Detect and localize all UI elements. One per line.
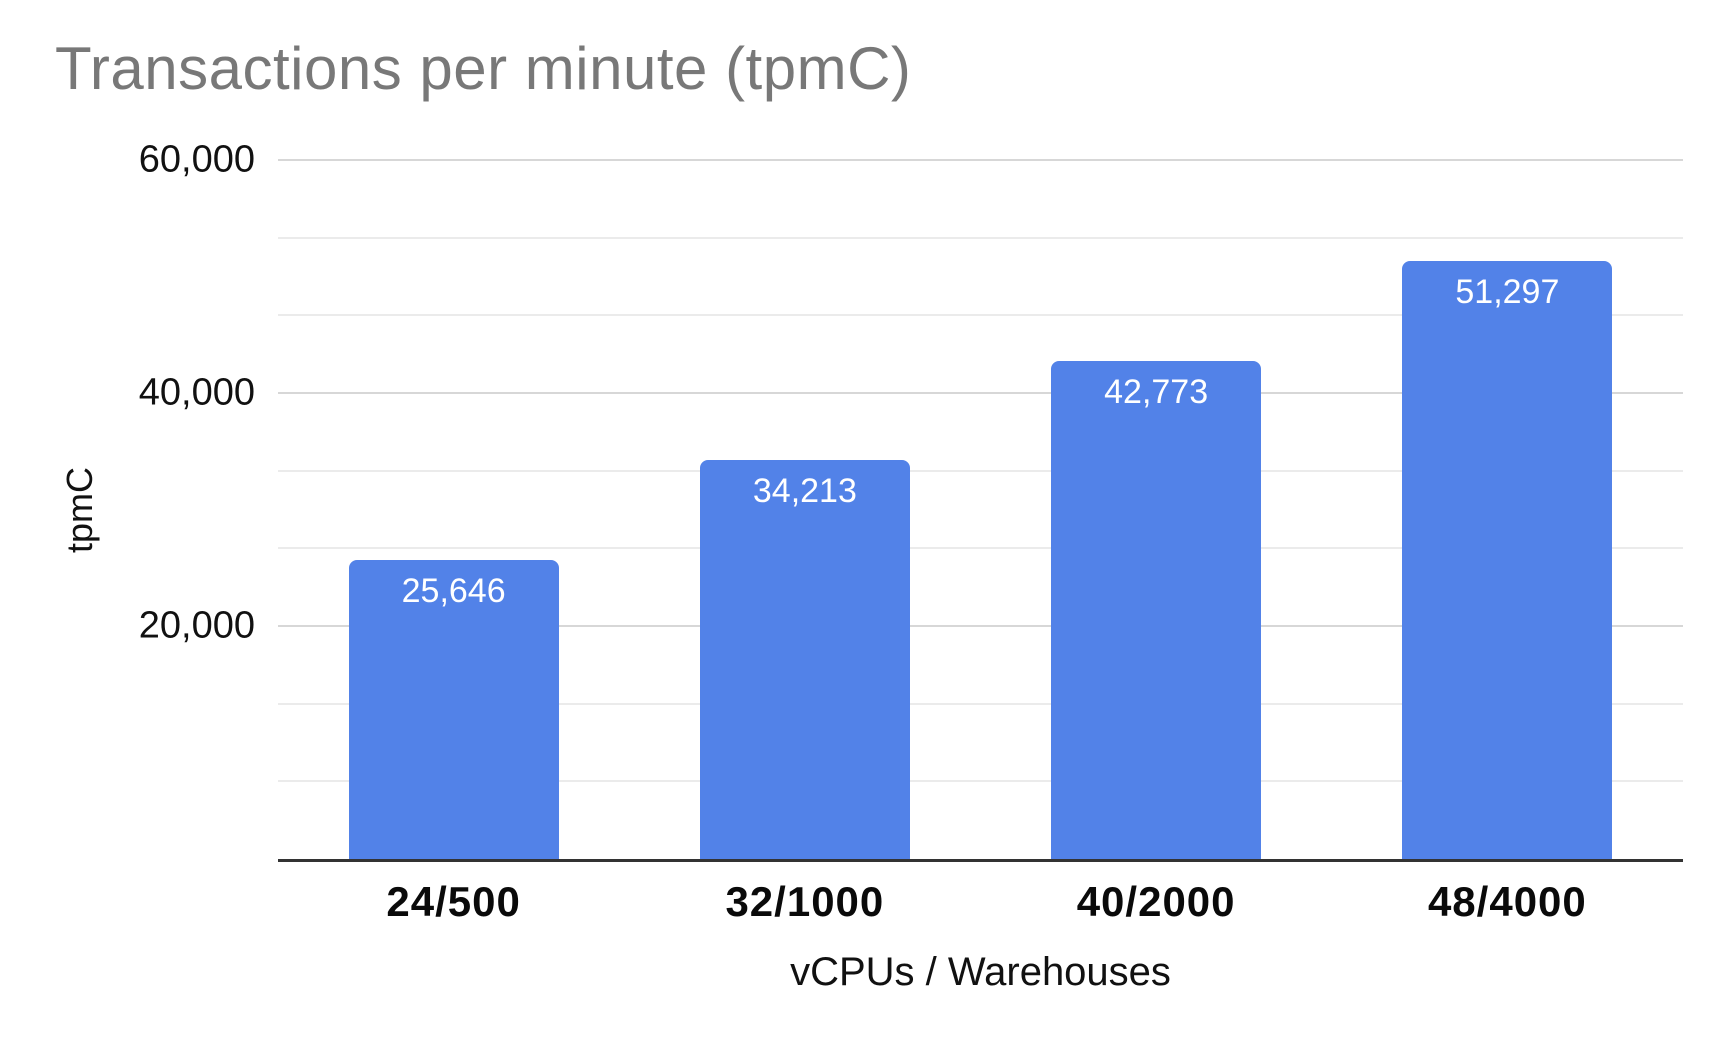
x-tick-label: 40/2000 [1076,878,1236,925]
major-gridline [278,391,1683,394]
x-tick-label: 48/4000 [1427,878,1587,925]
major-gridline [278,159,1683,161]
chart-title: Transactions per minute (tpmC) [55,35,912,102]
bar-48/4000: 51,297 [1402,261,1613,859]
minor-gridline [278,469,1683,472]
bar-value-label: 25,646 [401,572,506,611]
bar-40/2000: 42,773 [1051,360,1262,859]
x-axis-title: vCPUs / Warehouses [790,950,1171,994]
x-axis-tick-labels: 24/500 32/1000 40/2000 48/4000 [278,878,1683,926]
bar-value-label: 34,213 [752,472,857,511]
minor-gridline [278,314,1683,317]
minor-gridline [278,236,1683,239]
bar-24/500: 25,646 [348,560,559,859]
bar-slot: 34,213 [629,160,980,859]
major-gridline [278,624,1683,627]
plot-area: 25,646 34,213 42,773 51,297 [278,159,1683,862]
bar-value-label: 51,297 [1455,273,1560,312]
bar-series: 25,646 34,213 42,773 51,297 [278,160,1683,859]
minor-gridline [278,547,1683,550]
y-axis-tick-labels: 60,000 40,000 20,000 [0,139,255,859]
x-tick-label: 32/1000 [725,878,885,925]
minor-gridline [278,702,1683,705]
bar-32/1000: 34,213 [699,460,910,859]
y-tick-label: 20,000 [138,604,255,647]
bar-slot: 25,646 [278,160,629,859]
bar-value-label: 42,773 [1104,372,1209,411]
bar-slot: 51,297 [1332,160,1683,859]
minor-gridline [278,780,1683,783]
x-tick-label: 24/500 [386,878,521,925]
y-tick-label: 40,000 [138,371,255,414]
bar-slot: 42,773 [981,160,1332,859]
y-tick-label: 60,000 [138,138,255,181]
